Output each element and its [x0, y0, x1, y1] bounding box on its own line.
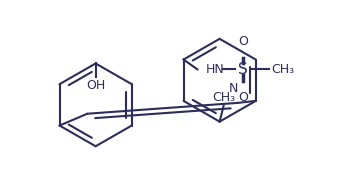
Text: N: N [229, 82, 239, 95]
Text: O: O [238, 91, 248, 104]
Text: O: O [238, 35, 248, 48]
Text: OH: OH [86, 79, 105, 92]
Text: CH₃: CH₃ [212, 91, 235, 104]
Text: CH₃: CH₃ [271, 63, 294, 76]
Text: S: S [238, 62, 248, 77]
Text: HN: HN [206, 63, 224, 76]
